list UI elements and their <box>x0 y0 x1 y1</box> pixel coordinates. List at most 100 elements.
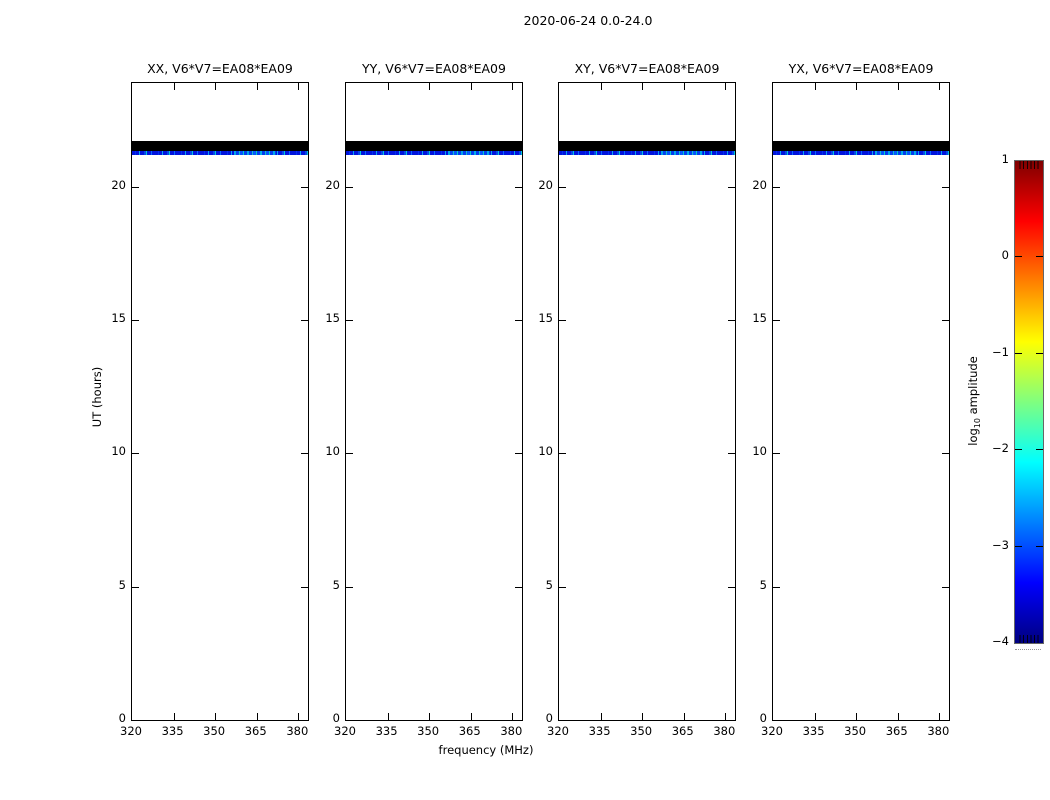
colorbar-tick-label: 0 <box>1001 248 1009 263</box>
y-tick-label: 5 <box>332 577 340 592</box>
x-tick-label: 320 <box>334 724 356 738</box>
colorbar-tick-mark <box>1036 545 1043 547</box>
x-tick-mark <box>429 713 431 720</box>
y-tick-label: 0 <box>545 711 553 725</box>
x-tick-mark <box>814 713 816 720</box>
colorbar-label: log10 amplitude <box>966 356 982 446</box>
y-tick-mark <box>346 453 353 455</box>
figure-title: 2020-06-24 0.0-24.0 <box>523 13 653 28</box>
x-tick-mark <box>512 713 514 720</box>
y-tick-mark <box>559 453 566 455</box>
y-axis-label: UT (hours) <box>90 366 104 428</box>
y-tick-mark <box>728 453 735 455</box>
x-tick-label: 365 <box>671 724 694 738</box>
colorbar-tick-mark <box>1015 545 1022 547</box>
panel-yx: YX, V6*V7=EA08*EA09 320 335 350 365 380 0 5 10 1… <box>737 60 957 760</box>
x-tick-mark <box>642 83 644 90</box>
x-tick-mark <box>856 713 858 720</box>
x-tick-mark <box>470 713 472 720</box>
y-tick-mark <box>132 186 139 188</box>
x-tick-label: 365 <box>244 724 267 738</box>
y-tick-label: 20 <box>111 177 126 192</box>
y-tick-label: 10 <box>538 444 553 459</box>
noise-bright-patch <box>234 151 277 155</box>
x-tick-mark <box>683 83 685 90</box>
colorbar-tick-mark <box>1036 352 1043 354</box>
colorbar-bottom-minor-ticks <box>1017 635 1041 643</box>
x-tick-label: 365 <box>885 724 908 738</box>
y-tick-mark <box>515 320 522 322</box>
x-tick-mark <box>725 83 727 90</box>
panel-title-yy: YY, V6*V7=EA08*EA09 <box>362 61 506 76</box>
y-tick-mark <box>346 320 353 322</box>
x-tick-mark <box>939 83 941 90</box>
colorbar-tick-label: −3 <box>992 537 1009 552</box>
noise-signal-strip <box>559 151 735 155</box>
y-tick-label: 20 <box>752 177 767 192</box>
x-tick-label: 380 <box>286 724 309 738</box>
x-tick-mark <box>470 83 472 90</box>
colorbar-label-subscript: 10 <box>973 418 983 429</box>
y-tick-label: 5 <box>759 577 767 592</box>
panel-title-xx: XX, V6*V7=EA08*EA09 <box>147 61 293 76</box>
flagged-black-strip <box>132 141 308 151</box>
y-tick-label: 5 <box>545 577 553 592</box>
colorbar-tick-label: −1 <box>992 344 1009 359</box>
spectrogram-axes-xy <box>558 82 736 721</box>
colorbar-tick-mark <box>1015 256 1022 258</box>
x-tick-mark <box>173 713 175 720</box>
y-tick-mark <box>559 586 566 588</box>
noise-signal-strip <box>773 151 949 155</box>
colorbar-tick-mark <box>1015 449 1022 451</box>
x-tick-mark <box>173 83 175 90</box>
x-tick-label: 365 <box>458 724 481 738</box>
x-tick-label: 335 <box>375 724 398 738</box>
y-tick-mark <box>132 320 139 322</box>
y-tick-label: 0 <box>332 711 340 725</box>
y-tick-label: 10 <box>325 444 340 459</box>
y-tick-label: 15 <box>538 311 553 326</box>
noise-bright-patch <box>875 151 918 155</box>
x-tick-label: 380 <box>927 724 950 738</box>
panel-title-xy: XY, V6*V7=EA08*EA09 <box>574 61 720 76</box>
y-tick-label: 15 <box>111 311 126 326</box>
noise-bright-patch <box>448 151 491 155</box>
flagged-black-strip <box>773 141 949 151</box>
colorbar <box>1014 160 1044 644</box>
y-tick-mark <box>301 186 308 188</box>
x-tick-mark <box>725 713 727 720</box>
y-tick-label: 15 <box>752 311 767 326</box>
y-tick-mark <box>559 186 566 188</box>
noise-signal-strip <box>346 151 522 155</box>
noise-signal-strip <box>132 151 308 155</box>
y-tick-mark <box>301 453 308 455</box>
x-axis-label: frequency (MHz) <box>438 743 534 757</box>
y-tick-mark <box>942 453 949 455</box>
y-tick-mark <box>132 586 139 588</box>
colorbar-tick-label: −2 <box>992 441 1009 456</box>
y-tick-mark <box>559 320 566 322</box>
x-tick-mark <box>814 83 816 90</box>
spectrogram-axes-yy <box>345 82 523 721</box>
y-tick-label: 0 <box>759 711 767 725</box>
panel-yy: YY, V6*V7=EA08*EA09 320 335 350 365 380 0 5 10 1… <box>310 60 530 760</box>
y-tick-mark <box>773 186 780 188</box>
y-tick-mark <box>773 453 780 455</box>
x-tick-mark <box>642 713 644 720</box>
y-tick-label: 20 <box>538 177 553 192</box>
panel-xy: XY, V6*V7=EA08*EA09 320 335 350 365 380 0 5 10 1… <box>523 60 743 760</box>
x-tick-label: 335 <box>802 724 825 738</box>
y-tick-label: 15 <box>325 311 340 326</box>
x-tick-mark <box>387 83 389 90</box>
y-tick-mark <box>728 586 735 588</box>
x-tick-label: 320 <box>547 724 569 738</box>
colorbar-tick-label: 1 <box>1001 152 1009 166</box>
y-tick-mark <box>132 453 139 455</box>
colorbar-tick-mark <box>1036 449 1043 451</box>
x-tick-mark <box>256 83 258 90</box>
x-tick-mark <box>429 83 431 90</box>
x-tick-mark <box>215 83 217 90</box>
x-tick-label: 350 <box>417 724 440 738</box>
x-tick-mark <box>683 713 685 720</box>
x-tick-mark <box>387 713 389 720</box>
